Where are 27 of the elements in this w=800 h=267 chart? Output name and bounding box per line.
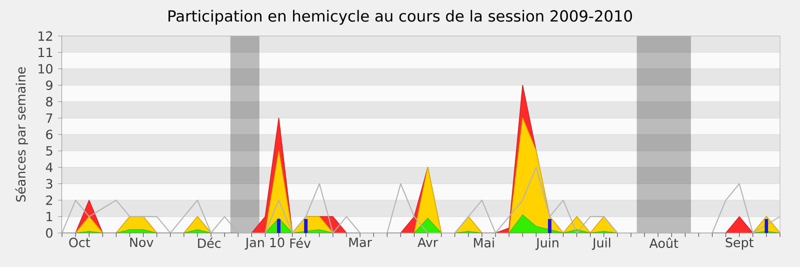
x-tick-label: Mar bbox=[349, 238, 372, 248]
x-tick-label: Juin bbox=[535, 238, 558, 250]
x-tick-label: Jan 10 bbox=[244, 238, 284, 250]
x-tick-label: Oct bbox=[69, 238, 90, 248]
y-tick-label: 3 bbox=[46, 178, 52, 189]
x-tick-label: Nov bbox=[130, 238, 154, 248]
x-tick-label: Août bbox=[649, 238, 678, 248]
x-tick-label: Avr bbox=[418, 238, 438, 247]
y-tick-label: 10 bbox=[38, 64, 52, 74]
y-tick-label: 11 bbox=[38, 48, 52, 58]
x-tick-label: Juil bbox=[592, 238, 610, 250]
x-tick-label: Fév bbox=[290, 238, 311, 248]
y-axis-title: Séances par semaine bbox=[15, 67, 28, 202]
x-tick-label: Sept bbox=[726, 238, 754, 250]
y-tick-label: 12 bbox=[38, 31, 52, 41]
y-tick-label: 5 bbox=[46, 146, 52, 156]
y-tick-label: 8 bbox=[46, 96, 52, 106]
y-tick-label: 6 bbox=[46, 130, 52, 140]
y-tick-label: 9 bbox=[46, 80, 52, 90]
y-tick-label: 0 bbox=[46, 228, 52, 238]
y-tick-label: 1 bbox=[46, 212, 52, 222]
chart-title: Participation en hemicycle au cours de la session 2009-2010 bbox=[168, 10, 632, 25]
y-tick-label: 4 bbox=[46, 162, 53, 172]
x-tick-label: Déc bbox=[198, 238, 221, 248]
x-tick-label: Mai bbox=[474, 238, 494, 248]
y-tick-label: 2 bbox=[46, 195, 52, 205]
y-tick-label: 7 bbox=[46, 113, 52, 123]
